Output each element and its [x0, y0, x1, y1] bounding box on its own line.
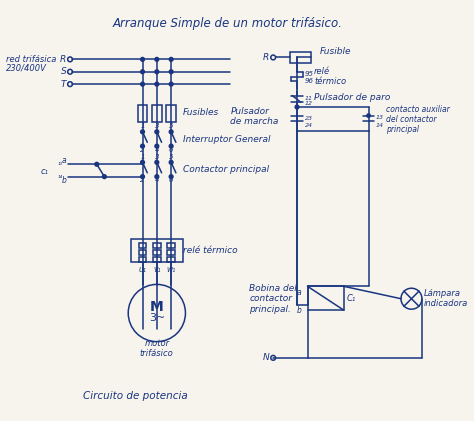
Bar — [291, 52, 311, 63]
Text: ¹³: ¹³ — [57, 163, 63, 168]
Circle shape — [155, 70, 159, 74]
Bar — [167, 257, 175, 261]
Bar — [308, 286, 344, 310]
Text: 6: 6 — [169, 178, 173, 184]
Circle shape — [141, 57, 145, 61]
Text: Bobina del
contactor
principal.: Bobina del contactor principal. — [249, 284, 297, 314]
Text: Pulsador de paro: Pulsador de paro — [314, 93, 391, 102]
Circle shape — [102, 175, 106, 179]
Bar — [138, 105, 147, 122]
Text: contacto auxiliar
del contactor
principal: contacto auxiliar del contactor principa… — [386, 104, 449, 134]
Text: 3: 3 — [155, 154, 159, 160]
Circle shape — [169, 82, 173, 86]
Circle shape — [367, 114, 370, 117]
Circle shape — [295, 105, 299, 109]
Text: 5: 5 — [169, 154, 173, 160]
Text: N: N — [263, 353, 269, 362]
Bar — [131, 239, 182, 262]
Bar — [139, 257, 146, 261]
Bar — [153, 250, 161, 255]
Circle shape — [141, 160, 145, 164]
Circle shape — [169, 130, 173, 134]
Circle shape — [155, 82, 159, 86]
Bar — [167, 243, 175, 248]
Text: u₁: u₁ — [138, 265, 146, 274]
Text: M: M — [150, 300, 164, 314]
Circle shape — [141, 144, 145, 148]
Text: C₁: C₁ — [346, 294, 356, 303]
Text: 1: 1 — [140, 123, 145, 129]
Circle shape — [169, 160, 173, 164]
Circle shape — [141, 130, 145, 134]
Circle shape — [169, 57, 173, 61]
Bar — [139, 243, 146, 248]
Text: 14: 14 — [376, 123, 384, 128]
Text: 230/400V: 230/400V — [6, 64, 47, 72]
Circle shape — [141, 82, 145, 86]
Text: a: a — [297, 288, 302, 298]
Text: Circuito de potencia: Circuito de potencia — [82, 391, 187, 401]
Bar — [153, 257, 161, 261]
Circle shape — [155, 175, 159, 179]
Text: 96: 96 — [305, 78, 314, 84]
Bar — [152, 105, 162, 122]
Text: v₁: v₁ — [153, 265, 161, 274]
Circle shape — [169, 144, 173, 148]
Text: T: T — [61, 80, 66, 89]
Text: R: R — [263, 53, 269, 62]
Text: 2: 2 — [140, 178, 145, 184]
Bar — [139, 250, 146, 255]
Circle shape — [141, 175, 145, 179]
Text: R: R — [60, 55, 66, 64]
Text: 12: 12 — [305, 101, 313, 106]
Circle shape — [95, 163, 99, 166]
Text: c₁: c₁ — [41, 168, 49, 176]
Circle shape — [155, 160, 159, 164]
Text: Pulsador
de marcha: Pulsador de marcha — [230, 107, 279, 126]
Circle shape — [169, 70, 173, 74]
Circle shape — [141, 70, 145, 74]
Text: b: b — [297, 306, 302, 314]
Text: Contactor principal: Contactor principal — [182, 165, 269, 173]
Text: 3~: 3~ — [149, 313, 165, 323]
Text: 4: 4 — [155, 178, 159, 184]
Text: Fusibles: Fusibles — [182, 108, 219, 117]
Text: 6: 6 — [169, 147, 173, 153]
Text: 13: 13 — [376, 115, 384, 120]
Circle shape — [155, 144, 159, 148]
Text: 95: 95 — [305, 71, 314, 77]
Circle shape — [155, 57, 159, 61]
Text: Lámpara
indicadora: Lámpara indicadora — [424, 289, 468, 309]
Text: Fusible: Fusible — [320, 47, 351, 56]
Text: relé
térmico: relé térmico — [314, 67, 346, 86]
Text: 23: 23 — [305, 116, 313, 121]
Text: 3: 3 — [155, 123, 159, 129]
Text: 2: 2 — [140, 147, 145, 153]
Text: relé térmico: relé térmico — [182, 245, 237, 255]
Bar — [167, 250, 175, 255]
Text: a: a — [62, 156, 66, 165]
Circle shape — [169, 175, 173, 179]
Text: red trifásica: red trifásica — [6, 55, 56, 64]
Bar — [166, 105, 176, 122]
Text: b: b — [61, 176, 66, 185]
Text: w₁: w₁ — [166, 265, 176, 274]
Text: S: S — [61, 67, 66, 76]
Text: Arranque Simple de un motor trifásico.: Arranque Simple de un motor trifásico. — [112, 16, 342, 29]
Text: 1: 1 — [140, 154, 145, 160]
Circle shape — [155, 130, 159, 134]
Text: 4: 4 — [155, 147, 159, 153]
Text: Interruptor General: Interruptor General — [182, 135, 270, 144]
Text: 11: 11 — [305, 96, 313, 101]
Bar — [153, 243, 161, 248]
Text: ¹⁴: ¹⁴ — [57, 176, 63, 181]
Text: 5: 5 — [169, 123, 173, 129]
Text: 24: 24 — [305, 123, 313, 128]
Text: motor
trifásico: motor trifásico — [140, 338, 173, 358]
